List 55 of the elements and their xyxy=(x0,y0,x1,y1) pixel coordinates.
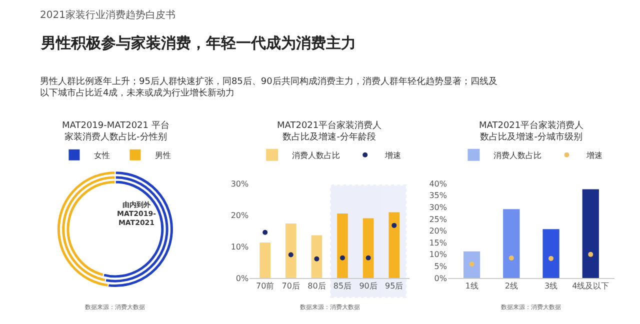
chart-title: MAT2021平台家装消费人数占比及增速-分城市级别 xyxy=(479,120,584,143)
y-tick-label: 0% xyxy=(236,274,249,283)
legend-label: 男性 xyxy=(155,150,172,160)
bar xyxy=(582,189,599,278)
legend-label: 消费人数占比 xyxy=(292,150,340,160)
y-tick-label: 20% xyxy=(230,210,249,220)
point xyxy=(508,255,514,260)
y-tick-label: 30% xyxy=(429,202,448,212)
text: 2021家装行业消费趋势白皮书 xyxy=(40,9,176,21)
bar xyxy=(285,224,296,278)
y-tick-label: 25% xyxy=(429,214,448,224)
y-tick-label: 10% xyxy=(429,250,448,260)
y-tick-label: 40% xyxy=(429,179,448,188)
bar xyxy=(503,209,520,278)
point xyxy=(288,252,294,258)
y-tick-label: 0% xyxy=(434,274,448,283)
y-tick-label: 35% xyxy=(429,191,448,200)
bar xyxy=(388,212,400,278)
point xyxy=(340,255,345,260)
x-tick-label: 90后 xyxy=(359,282,378,291)
point xyxy=(262,230,268,235)
x-tick-label: 70后 xyxy=(282,282,300,291)
bar xyxy=(260,242,270,278)
legend-label: 增速 xyxy=(586,150,603,160)
point xyxy=(469,262,474,267)
legend-label: 女性 xyxy=(94,150,110,160)
x-tick-label: 4线及以下 xyxy=(572,282,610,291)
bar xyxy=(311,235,322,278)
text: 男性积极参与家装消费，年轻一代成为消费主力 xyxy=(40,34,356,52)
x-tick-label: 70前 xyxy=(256,282,274,291)
point xyxy=(314,256,320,262)
y-tick-label: 10% xyxy=(230,242,249,252)
bar xyxy=(463,251,480,278)
x-tick-label: 85后 xyxy=(333,282,352,291)
bar xyxy=(542,229,560,278)
chart-title: MAT2019-MAT2021 平台家装消费人数占比-分性别 xyxy=(62,120,170,143)
x-tick-label: 1线 xyxy=(465,282,478,291)
y-tick-label: 15% xyxy=(429,238,448,248)
y-tick-label: 30% xyxy=(230,179,249,188)
point xyxy=(548,256,554,261)
point xyxy=(392,222,397,228)
y-tick-label: 20% xyxy=(429,226,448,236)
chart-title: MAT2021平台家装消费人数占比及增速-分年龄段 xyxy=(277,120,382,143)
x-tick-label: 3线 xyxy=(544,282,558,291)
legend-label: 增速 xyxy=(384,150,402,160)
bar xyxy=(337,213,348,278)
x-tick-label: 80后 xyxy=(308,282,326,291)
y-tick-label: 5% xyxy=(434,262,448,272)
legend-label: 消费人数占比 xyxy=(494,150,542,160)
point xyxy=(366,255,371,260)
text: 男性人群比例逐年上升；95后人群快速扩张，同85后、90后共同构成消费主力，消费人群年轻化趋势显著；四线及以下城市占比近4成，未来或成为行业增长新动力 xyxy=(40,76,498,99)
x-tick-label: 2线 xyxy=(504,282,518,291)
x-tick-label: 95后 xyxy=(385,282,404,291)
bar xyxy=(362,218,374,278)
point xyxy=(588,252,594,257)
